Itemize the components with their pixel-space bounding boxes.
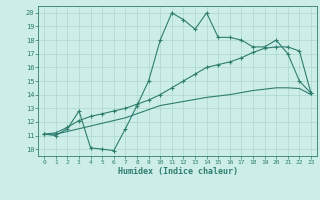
X-axis label: Humidex (Indice chaleur): Humidex (Indice chaleur) — [118, 167, 238, 176]
